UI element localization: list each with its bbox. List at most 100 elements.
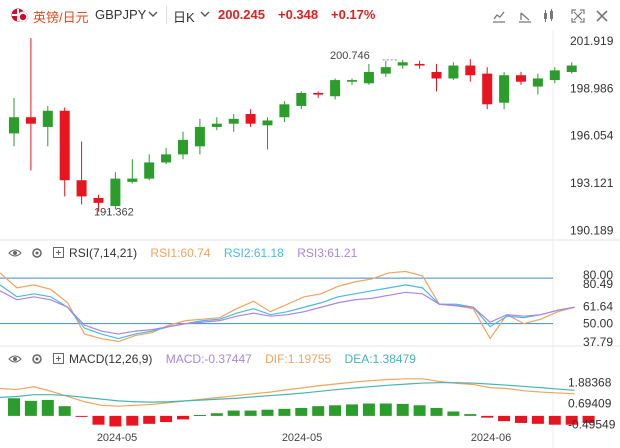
high-price-label: 200.746 bbox=[330, 50, 370, 62]
macd-bar bbox=[41, 400, 54, 416]
price-axis-label: 193.121 bbox=[570, 176, 614, 190]
macd-bar bbox=[329, 405, 342, 416]
gear-icon[interactable] bbox=[31, 353, 43, 365]
rsi3-line bbox=[0, 290, 575, 335]
macd-bar bbox=[430, 407, 443, 416]
macd-bar bbox=[379, 403, 392, 416]
chevron-down-icon[interactable] bbox=[148, 10, 158, 18]
candle-body bbox=[465, 65, 476, 76]
candle-body bbox=[566, 65, 577, 72]
macd-bar bbox=[464, 414, 477, 416]
candle-body bbox=[110, 178, 121, 207]
macd-value: MACD:-0.37447 bbox=[165, 352, 252, 366]
eye-icon[interactable] bbox=[8, 353, 22, 365]
macd-bar bbox=[481, 415, 494, 418]
candle-body bbox=[76, 180, 87, 197]
eye-icon[interactable] bbox=[8, 247, 22, 259]
macd-bar bbox=[126, 415, 139, 426]
rsi-axis-label: 50.00 bbox=[583, 317, 613, 331]
macd-bar bbox=[261, 409, 274, 416]
candle-body bbox=[245, 114, 256, 124]
candle-body bbox=[211, 123, 222, 127]
rsi-axis-label: 80.00 bbox=[583, 268, 613, 282]
fullscreen-icon[interactable] bbox=[571, 9, 585, 23]
macd-bar bbox=[143, 415, 156, 424]
gear-icon[interactable] bbox=[31, 247, 43, 259]
candle-body bbox=[59, 110, 70, 181]
candle-body bbox=[194, 126, 205, 147]
candle-body bbox=[262, 120, 273, 126]
candlestick-series bbox=[9, 38, 577, 213]
dea-value: DEA:1.38479 bbox=[344, 352, 416, 366]
macd-bar bbox=[346, 404, 358, 416]
macd-bar bbox=[92, 415, 105, 425]
candle-body bbox=[499, 75, 510, 103]
settings-icon[interactable] bbox=[595, 9, 609, 23]
rsi3-value: RSI3:61.21 bbox=[297, 246, 358, 260]
candle-body bbox=[25, 117, 36, 124]
rsi1-value: RSI1:60.74 bbox=[150, 246, 211, 260]
macd-bar bbox=[582, 415, 595, 423]
macd-bar bbox=[565, 415, 578, 425]
candle-body bbox=[279, 104, 290, 118]
macd-bar bbox=[447, 411, 460, 416]
price-change-percent: +0.17% bbox=[331, 7, 376, 22]
pair-symbol[interactable]: GBPJPY bbox=[95, 7, 147, 22]
macd-bar bbox=[396, 403, 409, 416]
uk-flag-icon bbox=[11, 8, 29, 22]
indicator-icon[interactable] bbox=[542, 9, 556, 23]
compare-icon[interactable] bbox=[518, 9, 532, 23]
candle-body bbox=[549, 70, 560, 81]
candle-body bbox=[516, 75, 526, 82]
candle-body bbox=[161, 154, 172, 163]
candle-body bbox=[431, 72, 442, 79]
rsi2-line bbox=[0, 284, 575, 340]
candle-body bbox=[397, 62, 408, 66]
expand-icon[interactable] bbox=[52, 247, 64, 258]
macd-bar bbox=[75, 415, 88, 417]
candle-body bbox=[93, 198, 104, 203]
macd-bar bbox=[278, 408, 291, 416]
candle-body bbox=[228, 118, 239, 124]
candle-body bbox=[330, 80, 341, 97]
macd-bar bbox=[362, 403, 375, 416]
candle-body bbox=[42, 110, 53, 127]
macd-bar bbox=[193, 415, 206, 416]
macd-bar bbox=[177, 415, 189, 420]
macd-bar bbox=[227, 410, 240, 416]
time-axis: 2024-05 2024-05 2024-06 bbox=[97, 432, 511, 444]
macd-bar bbox=[515, 415, 527, 423]
macd-title: MACD(12,26,9) bbox=[69, 352, 153, 366]
macd-bar bbox=[58, 406, 71, 416]
macd-bar bbox=[24, 400, 37, 416]
macd-bar bbox=[109, 415, 122, 427]
period-selector[interactable]: 日K bbox=[173, 10, 195, 25]
price-axis-label: 196.054 bbox=[570, 129, 614, 143]
candle-body bbox=[347, 80, 357, 82]
low-price-label: 191.362 bbox=[94, 207, 134, 219]
macd-bar bbox=[498, 415, 511, 422]
candle-body bbox=[144, 162, 155, 179]
price-change: +0.348 bbox=[278, 7, 319, 22]
macd-bar bbox=[8, 398, 20, 416]
single-chart-icon[interactable] bbox=[492, 9, 506, 23]
rsi-axis-label: 37.79 bbox=[583, 335, 613, 349]
pair-name[interactable]: 英镑/日元 bbox=[33, 10, 89, 25]
time-axis-label: 2024-05 bbox=[282, 432, 322, 444]
chevron-down-icon[interactable] bbox=[200, 10, 210, 18]
macd-bar bbox=[160, 415, 173, 423]
header-divider bbox=[166, 6, 167, 24]
expand-icon[interactable] bbox=[52, 353, 64, 364]
rsi2-value: RSI2:61.18 bbox=[223, 246, 284, 260]
rsi-axis-label: 80.49 bbox=[583, 277, 613, 291]
price-axis-label: 198.986 bbox=[570, 81, 614, 95]
macd-axis-label: -0.49549 bbox=[568, 418, 616, 432]
candle-body bbox=[296, 93, 307, 106]
macd-bar bbox=[312, 406, 325, 416]
macd-legend: MACD(12,26,9) MACD:-0.37447 DIF:1.19755 … bbox=[8, 352, 426, 366]
time-axis-label: 2024-05 bbox=[97, 432, 137, 444]
candle-body bbox=[482, 73, 493, 105]
candle-body bbox=[178, 139, 188, 155]
